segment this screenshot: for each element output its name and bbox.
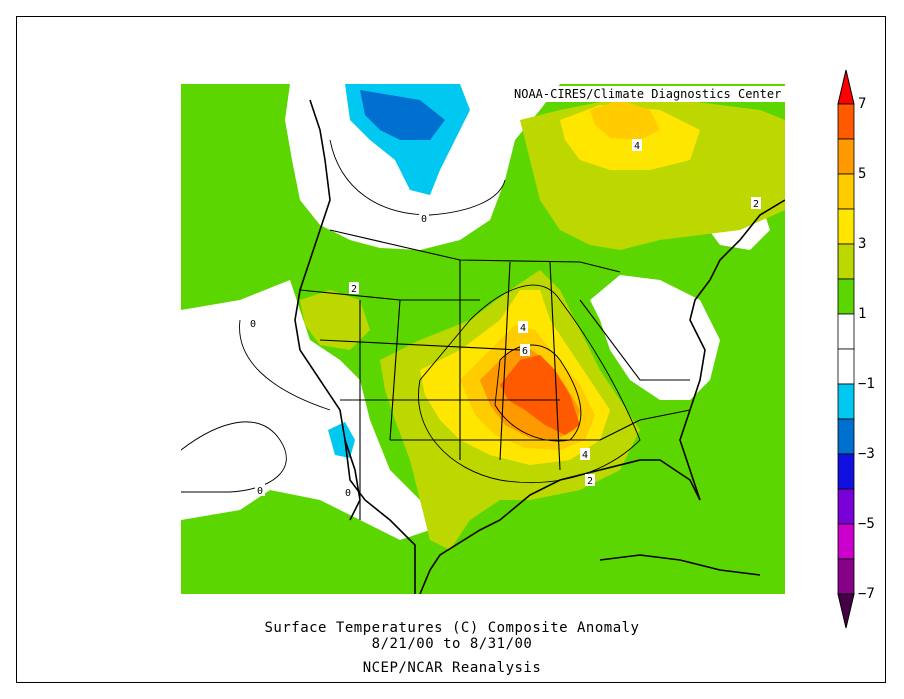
contour-label: 4 [518, 321, 528, 334]
colorbar-label: 7 [858, 96, 867, 112]
contour-label: 4 [580, 448, 590, 461]
label-0-southwest: 0 [257, 486, 263, 497]
colorbar-top-arrow [837, 69, 855, 105]
colorbar-label: 5 [858, 166, 867, 182]
colorbar-label: −3 [858, 446, 875, 462]
colorbar-swatch [837, 208, 855, 245]
contour-label: 2 [751, 197, 761, 210]
colorbar-swatch [837, 348, 855, 385]
colorbar-label: −5 [858, 516, 875, 532]
colorbar-label: −7 [858, 586, 875, 602]
colorbar-swatch [837, 313, 855, 350]
colorbar-swatch [837, 453, 855, 490]
plot-frame [16, 16, 886, 683]
label-0-west: 0 [250, 319, 256, 330]
colorbar-swatch [837, 103, 855, 140]
region-near-zero-pacific-west [181, 280, 430, 540]
coastlines [294, 99, 785, 594]
colorbar-swatch [837, 558, 855, 595]
contour-label: 2 [349, 282, 359, 295]
colorbar-swatch [837, 383, 855, 420]
contour-label: 0 [248, 317, 258, 330]
colorbar-swatch [837, 243, 855, 280]
label-6-plains: 6 [522, 346, 528, 357]
state-borders [299, 229, 691, 520]
label-2-gulf: 2 [587, 476, 593, 487]
contour-label: 0 [343, 486, 353, 499]
colorbar-label: −1 [858, 376, 875, 392]
colorbar-swatch [837, 488, 855, 525]
contour-label-group: 0 0 0 0 2 4 2 4 6 4 2 [248, 139, 761, 499]
caption-title: Surface Temperatures (C) Composite Anoma… [264, 620, 640, 636]
contour-label: 4 [632, 139, 642, 152]
caption-source: NCEP/NCAR Reanalysis [362, 660, 542, 676]
label-4-plains: 4 [520, 323, 526, 334]
label-0-northwest: 0 [421, 214, 427, 225]
colorbar-bottom-arrow [837, 593, 855, 629]
colorbar-swatch [837, 523, 855, 560]
contour-lines [181, 139, 641, 493]
colorbar [837, 69, 855, 629]
colorbar-swatch [837, 418, 855, 455]
region-anomaly-1-2-southwest [181, 500, 420, 594]
contour-label: 0 [255, 484, 265, 497]
region-anomaly-4-5-north [590, 100, 660, 140]
region-anomaly-2-3-west [300, 290, 370, 350]
label-2-maritimes: 2 [753, 199, 759, 210]
colorbar-swatch [837, 138, 855, 175]
region-near-zero-great-lakes [590, 275, 720, 400]
contour-label: 2 [585, 474, 595, 487]
contour-label: 0 [419, 212, 429, 225]
region-anomaly-6-7-plains [500, 355, 580, 435]
colorbar-label: 3 [858, 236, 867, 252]
caption-dates: 8/21/00 to 8/31/00 [371, 636, 533, 652]
label-4-gulf: 4 [582, 450, 588, 461]
region-anomaly-neg-2-3-bc [360, 90, 445, 140]
credit-label: NOAA-CIRES/Climate Diagnostics Center [510, 86, 798, 102]
label-4-hudson: 4 [634, 141, 640, 152]
label-0-baja: 0 [345, 488, 351, 499]
contour-label: 6 [520, 344, 530, 357]
label-2-rockies: 2 [351, 284, 357, 295]
colorbar-swatch [837, 278, 855, 315]
colorbar-label: 1 [858, 306, 867, 322]
colorbar-swatch [837, 173, 855, 210]
